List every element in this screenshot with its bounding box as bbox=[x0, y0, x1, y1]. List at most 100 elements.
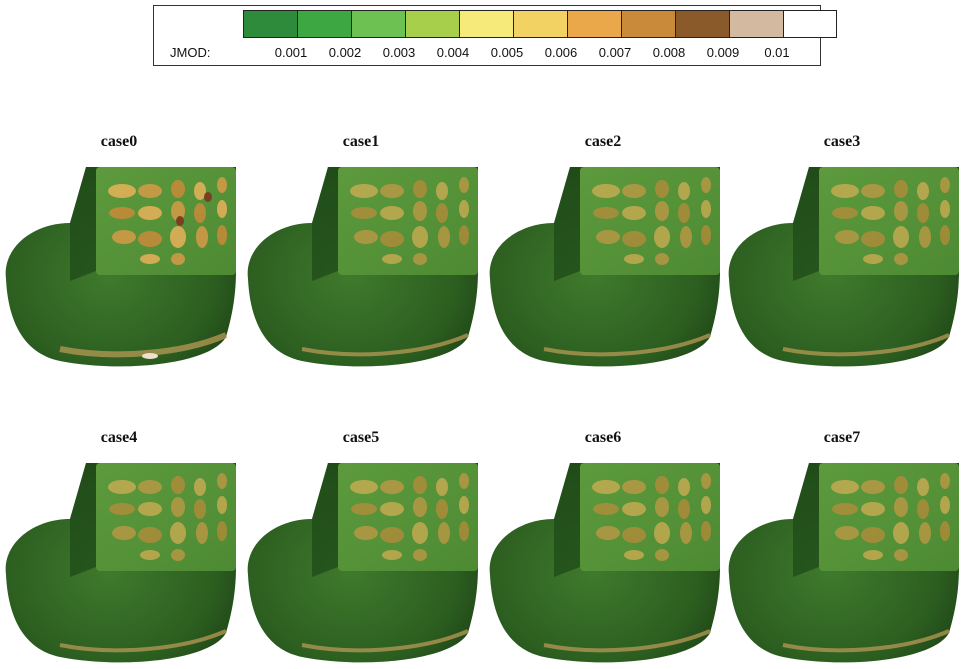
colorbar-tick-label: 0.005 bbox=[490, 45, 524, 60]
surface-front-face bbox=[819, 463, 959, 571]
contour-hotspot bbox=[109, 503, 135, 515]
panel-title: case4 bbox=[100, 429, 138, 446]
contour-hotspot bbox=[917, 499, 929, 519]
contour-hotspot bbox=[917, 478, 929, 496]
contour-hotspot bbox=[170, 522, 186, 544]
contour-hotspot bbox=[894, 253, 908, 265]
contour-hotspot bbox=[459, 177, 469, 193]
contour-hotspot bbox=[109, 207, 135, 219]
contour-hotspot bbox=[919, 522, 931, 544]
contour-hotspot bbox=[655, 549, 669, 561]
surface-rim-band bbox=[301, 629, 469, 653]
contour-hotspot bbox=[701, 521, 711, 541]
contour-hotspot bbox=[622, 206, 646, 220]
contour-hotspot bbox=[917, 182, 929, 200]
contour-hotspot bbox=[894, 476, 908, 494]
colorbar-tick-label: 0.004 bbox=[436, 45, 470, 60]
contour-hotspot bbox=[940, 473, 950, 489]
surface-rim-band bbox=[543, 333, 711, 357]
contour-hotspot bbox=[593, 207, 619, 219]
contour-hotspot bbox=[678, 478, 690, 496]
contour-hotspot bbox=[380, 206, 404, 220]
colorbar-swatch bbox=[243, 10, 297, 38]
surface-rim-band bbox=[543, 629, 711, 653]
contour-hotspot bbox=[138, 502, 162, 516]
contour-hotspot bbox=[593, 503, 619, 515]
contour-hotspot bbox=[861, 231, 885, 247]
contour-hotspot bbox=[622, 502, 646, 516]
contour-hotspot bbox=[171, 253, 185, 265]
contour-hotspot bbox=[940, 177, 950, 193]
contour-hotspot bbox=[701, 177, 711, 193]
contour-hotspot bbox=[413, 549, 427, 561]
contour-hotspot bbox=[863, 254, 883, 264]
contour-hotspot bbox=[413, 180, 427, 198]
contour-hotspot bbox=[835, 526, 859, 540]
contour-hotspot bbox=[354, 230, 378, 244]
contour-hotspot bbox=[459, 225, 469, 245]
contour-hotspot bbox=[894, 180, 908, 198]
surface-side-face bbox=[793, 167, 819, 281]
surface-contour-render bbox=[728, 167, 959, 367]
contour-hotspot bbox=[678, 499, 690, 519]
contour-hotspot bbox=[217, 225, 227, 245]
contour-hotspot bbox=[171, 549, 185, 561]
colorbar-tick-label: 0.001 bbox=[274, 45, 308, 60]
contour-hotspot bbox=[171, 201, 185, 221]
surface-contour-render bbox=[5, 167, 237, 367]
surface-front-face bbox=[338, 463, 478, 571]
panel-title: case3 bbox=[823, 133, 861, 150]
contour-hotspot bbox=[654, 522, 670, 544]
contour-hotspot bbox=[940, 225, 950, 245]
contour-hotspot bbox=[350, 184, 378, 198]
contour-hotspot bbox=[919, 226, 931, 248]
colorbar-tick-label: 0.006 bbox=[544, 45, 578, 60]
contour-hotspot bbox=[835, 230, 859, 244]
contour-hotspot bbox=[459, 200, 469, 218]
contour-hotspot bbox=[138, 231, 162, 247]
panel-title: case6 bbox=[584, 429, 622, 446]
surface-contour-render bbox=[247, 463, 478, 663]
contour-hotspot bbox=[624, 550, 644, 560]
contour-hotspot bbox=[217, 521, 227, 541]
colorbar-swatch bbox=[405, 10, 459, 38]
contour-hotspot bbox=[940, 200, 950, 218]
contour-hotspot bbox=[940, 496, 950, 514]
contour-hotspot bbox=[701, 200, 711, 218]
colorbar-tick-label: 0.002 bbox=[328, 45, 362, 60]
surface-side-face bbox=[312, 463, 338, 577]
contour-hotspot bbox=[654, 226, 670, 248]
colorbar-swatch bbox=[729, 10, 783, 38]
contour-hotspot bbox=[678, 182, 690, 200]
contour-hotspot bbox=[592, 184, 620, 198]
colorbar-label: JMOD: bbox=[170, 45, 211, 60]
contour-hotspot bbox=[108, 480, 136, 494]
contour-hotspot bbox=[194, 478, 206, 496]
contour-hotspot bbox=[459, 521, 469, 541]
colorbar-swatch bbox=[783, 10, 837, 38]
contour-hotspot bbox=[622, 184, 646, 198]
contour-hotspot bbox=[354, 526, 378, 540]
colorbar-tick-label: 0.008 bbox=[652, 45, 686, 60]
contour-peak bbox=[204, 192, 212, 202]
contour-hotspot bbox=[217, 496, 227, 514]
contour-hotspot bbox=[196, 522, 208, 544]
colorbar-swatch bbox=[675, 10, 729, 38]
colorbar-swatch bbox=[621, 10, 675, 38]
colorbar-tick-label: 0.009 bbox=[706, 45, 740, 60]
surface-front-face bbox=[819, 167, 959, 275]
colorbar-swatch bbox=[459, 10, 513, 38]
contour-hotspot bbox=[380, 480, 404, 494]
surface-front-face bbox=[580, 167, 720, 275]
contour-hotspot bbox=[412, 226, 428, 248]
contour-hotspot bbox=[832, 503, 858, 515]
contour-hotspot bbox=[380, 527, 404, 543]
contour-hotspot bbox=[382, 254, 402, 264]
contour-hotspot bbox=[863, 550, 883, 560]
contour-hotspot bbox=[861, 206, 885, 220]
colorbar-swatch bbox=[567, 10, 621, 38]
colorbar-swatches bbox=[243, 10, 837, 38]
contour-hotspot bbox=[861, 184, 885, 198]
surface-side-face bbox=[70, 463, 96, 577]
panel-title: case1 bbox=[342, 133, 380, 150]
